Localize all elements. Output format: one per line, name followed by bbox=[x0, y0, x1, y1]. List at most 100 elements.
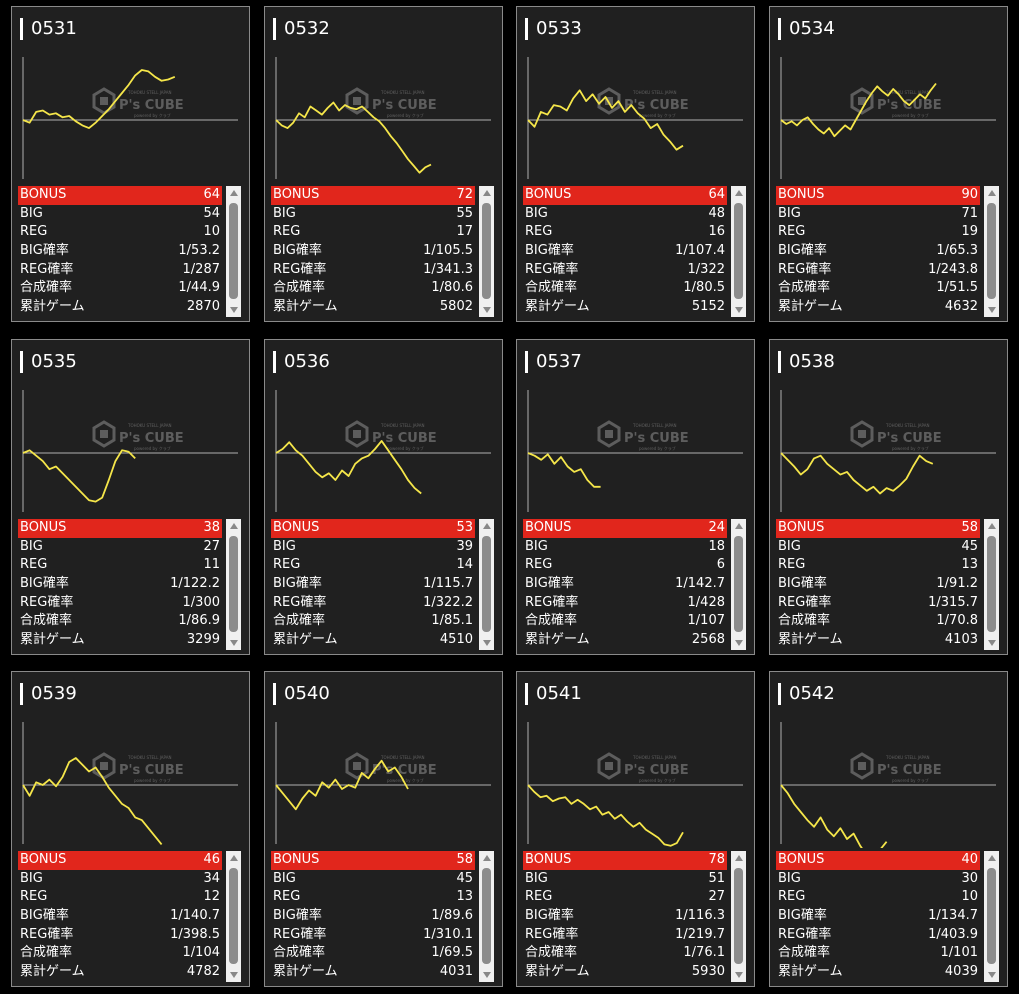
scroll-up-arrow-icon[interactable] bbox=[226, 186, 241, 200]
stats-scrollbar[interactable] bbox=[984, 519, 999, 650]
machine-card-0537[interactable]: 0537 P's CUBE TOHOKU STELL JAPAN powered… bbox=[516, 339, 755, 655]
bonus-label: BONUS bbox=[273, 520, 320, 535]
payout-graph: P's CUBE TOHOKU STELL JAPAN powered by ク… bbox=[776, 712, 1000, 848]
scroll-up-arrow-icon[interactable] bbox=[479, 186, 494, 200]
stats-scrollbar[interactable] bbox=[731, 519, 746, 650]
stats-scrollbar[interactable] bbox=[984, 186, 999, 317]
scroll-down-arrow-icon[interactable] bbox=[984, 636, 999, 650]
scroll-up-arrow-icon[interactable] bbox=[479, 519, 494, 533]
big-rate-row: BIG確率 1/134.7 bbox=[776, 907, 980, 926]
scroll-thumb[interactable] bbox=[482, 203, 491, 299]
scroll-up-arrow-icon[interactable] bbox=[731, 851, 746, 865]
scroll-down-arrow-icon[interactable] bbox=[984, 303, 999, 317]
watermark-bottom: powered by クラブ bbox=[387, 777, 424, 783]
payout-line bbox=[780, 82, 937, 138]
total-games-value: 4632 bbox=[944, 299, 978, 315]
scroll-up-arrow-icon[interactable] bbox=[226, 851, 241, 865]
machine-card-0534[interactable]: 0534 P's CUBE TOHOKU STELL JAPAN powered… bbox=[769, 6, 1008, 322]
machine-card-0539[interactable]: 0539 P's CUBE TOHOKU STELL JAPAN powered… bbox=[11, 671, 250, 987]
title-accent-bar bbox=[273, 683, 276, 705]
scroll-down-arrow-icon[interactable] bbox=[984, 968, 999, 982]
scroll-down-arrow-icon[interactable] bbox=[731, 303, 746, 317]
machine-card-0532[interactable]: 0532 P's CUBE TOHOKU STELL JAPAN powered… bbox=[264, 6, 503, 322]
cube-logo-icon bbox=[92, 752, 116, 780]
scroll-thumb[interactable] bbox=[734, 536, 743, 632]
scroll-up-arrow-icon[interactable] bbox=[984, 519, 999, 533]
watermark-bottom: powered by クラブ bbox=[639, 112, 676, 118]
total-rate-label: 合成確率 bbox=[273, 945, 326, 961]
scroll-down-arrow-icon[interactable] bbox=[731, 968, 746, 982]
pscube-watermark: P's CUBE TOHOKU STELL JAPAN powered by ク… bbox=[345, 420, 437, 451]
reg-label: REG bbox=[525, 224, 553, 240]
scroll-down-arrow-icon[interactable] bbox=[226, 303, 241, 317]
payout-line bbox=[527, 784, 684, 847]
pscube-watermark: P's CUBE TOHOKU STELL JAPAN powered by ク… bbox=[345, 752, 437, 783]
cube-logo-icon bbox=[345, 420, 369, 448]
scroll-up-arrow-icon[interactable] bbox=[731, 186, 746, 200]
scroll-up-arrow-icon[interactable] bbox=[984, 851, 999, 865]
scroll-thumb[interactable] bbox=[734, 868, 743, 964]
scroll-thumb[interactable] bbox=[987, 868, 996, 964]
scroll-thumb[interactable] bbox=[987, 203, 996, 299]
stats-scrollbar[interactable] bbox=[226, 851, 241, 982]
scroll-thumb[interactable] bbox=[987, 536, 996, 632]
bonus-row: BONUS 90 bbox=[776, 186, 980, 205]
machine-card-0531[interactable]: 0531 P's CUBE TOHOKU STELL JAPAN powered… bbox=[11, 6, 250, 322]
payout-line bbox=[527, 452, 601, 488]
stats-scrollbar[interactable] bbox=[731, 186, 746, 317]
machine-card-0541[interactable]: 0541 P's CUBE TOHOKU STELL JAPAN powered… bbox=[516, 671, 755, 987]
big-rate-label: BIG確率 bbox=[778, 243, 827, 259]
total-games-row: 累計ゲーム 4103 bbox=[776, 631, 980, 650]
reg-value: 27 bbox=[708, 889, 725, 905]
scroll-down-arrow-icon[interactable] bbox=[479, 636, 494, 650]
scroll-thumb[interactable] bbox=[229, 868, 238, 964]
slump-graph-svg: P's CUBE TOHOKU STELL JAPAN powered by ク… bbox=[527, 722, 743, 847]
reg-label: REG bbox=[525, 557, 553, 573]
scroll-thumb[interactable] bbox=[482, 868, 491, 964]
reg-value: 10 bbox=[961, 889, 978, 905]
slump-graph-svg: P's CUBE TOHOKU STELL JAPAN powered by ク… bbox=[780, 390, 996, 512]
payout-line bbox=[780, 452, 934, 495]
reg-row: REG 27 bbox=[523, 888, 727, 907]
big-value: 30 bbox=[961, 870, 978, 886]
stats-scrollbar[interactable] bbox=[731, 851, 746, 982]
stats-scrollbar[interactable] bbox=[984, 851, 999, 982]
watermark-top: TOHOKU STELL JAPAN bbox=[127, 423, 171, 428]
machine-number: 0537 bbox=[536, 351, 582, 372]
scroll-down-arrow-icon[interactable] bbox=[479, 968, 494, 982]
machine-card-0533[interactable]: 0533 P's CUBE TOHOKU STELL JAPAN powered… bbox=[516, 6, 755, 322]
machine-card-0538[interactable]: 0538 P's CUBE TOHOKU STELL JAPAN powered… bbox=[769, 339, 1008, 655]
scroll-thumb[interactable] bbox=[229, 536, 238, 632]
reg-rate-label: REG確率 bbox=[778, 926, 832, 942]
scroll-up-arrow-icon[interactable] bbox=[479, 851, 494, 865]
machine-card-0535[interactable]: 0535 P's CUBE TOHOKU STELL JAPAN powered… bbox=[11, 339, 250, 655]
scroll-up-arrow-icon[interactable] bbox=[731, 519, 746, 533]
scroll-down-arrow-icon[interactable] bbox=[226, 968, 241, 982]
stats-scrollbar[interactable] bbox=[226, 519, 241, 650]
machine-card-0536[interactable]: 0536 P's CUBE TOHOKU STELL JAPAN powered… bbox=[264, 339, 503, 655]
scroll-down-arrow-icon[interactable] bbox=[479, 303, 494, 317]
machine-card-0540[interactable]: 0540 P's CUBE TOHOKU STELL JAPAN powered… bbox=[264, 671, 503, 987]
scroll-up-arrow-icon[interactable] bbox=[226, 519, 241, 533]
scroll-down-arrow-icon[interactable] bbox=[731, 636, 746, 650]
scroll-thumb[interactable] bbox=[734, 203, 743, 299]
scroll-thumb[interactable] bbox=[482, 536, 491, 632]
big-rate-row: BIG確率 1/105.5 bbox=[271, 242, 475, 261]
payout-graph: P's CUBE TOHOKU STELL JAPAN powered by ク… bbox=[523, 47, 747, 183]
stats-scrollbar[interactable] bbox=[479, 186, 494, 317]
stats-scrollbar[interactable] bbox=[479, 519, 494, 650]
machine-card-0542[interactable]: 0542 P's CUBE TOHOKU STELL JAPAN powered… bbox=[769, 671, 1008, 987]
reg-rate-value: 1/315.7 bbox=[928, 594, 978, 610]
reg-rate-value: 1/300 bbox=[182, 594, 220, 610]
bonus-value: 64 bbox=[708, 187, 725, 202]
pscube-watermark: P's CUBE TOHOKU STELL JAPAN powered by ク… bbox=[597, 87, 689, 118]
reg-rate-value: 1/219.7 bbox=[675, 926, 725, 942]
stats-scrollbar[interactable] bbox=[479, 851, 494, 982]
stats-scrollbar[interactable] bbox=[226, 186, 241, 317]
scroll-up-arrow-icon[interactable] bbox=[984, 186, 999, 200]
total-games-value: 4510 bbox=[439, 632, 473, 648]
big-value: 45 bbox=[456, 870, 473, 886]
scroll-down-arrow-icon[interactable] bbox=[226, 636, 241, 650]
scroll-thumb[interactable] bbox=[229, 203, 238, 299]
payout-line bbox=[527, 89, 684, 151]
